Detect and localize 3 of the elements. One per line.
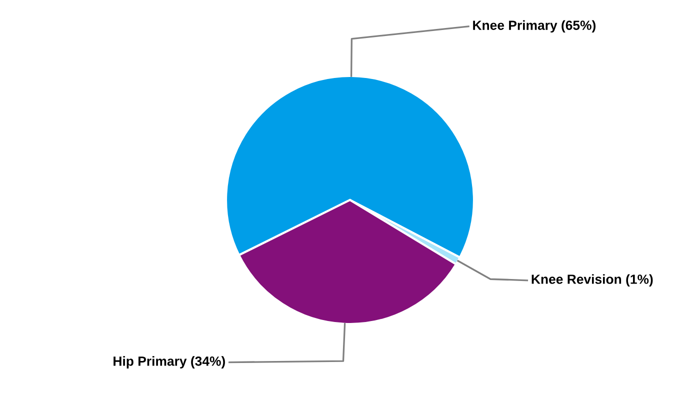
slice-label: Hip Primary (34%) [114,356,225,368]
slice-label: Knee Primary (65%) [473,20,596,33]
slice-label: Knee Revision (1%) [532,274,653,287]
